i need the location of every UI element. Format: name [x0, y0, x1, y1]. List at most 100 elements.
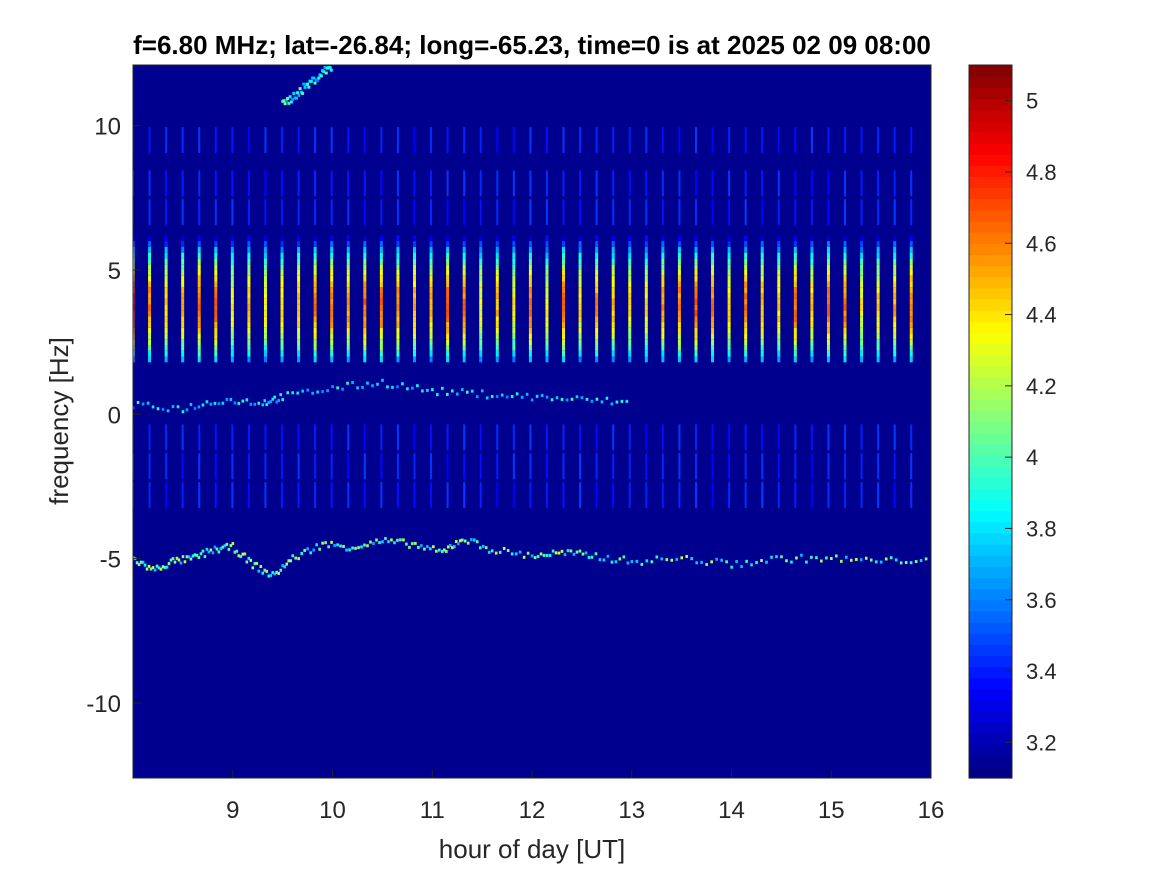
streak-point	[298, 87, 302, 91]
trace-point	[417, 545, 420, 549]
trace-point	[277, 398, 281, 402]
trace-point	[889, 556, 893, 560]
trace-point	[514, 552, 518, 556]
trace-point	[141, 560, 145, 564]
trace-point	[760, 559, 763, 563]
streak-point	[312, 76, 316, 80]
trace-point	[233, 401, 237, 405]
colorbar-step	[969, 566, 1012, 579]
colorbar-frame	[968, 64, 1013, 779]
trace-point	[147, 564, 151, 568]
trace-point	[209, 402, 213, 406]
colorbar-step	[969, 622, 1012, 634]
trace-point	[257, 401, 261, 405]
streak-point	[291, 98, 295, 102]
trace-point	[327, 545, 330, 549]
colorbar-step	[969, 577, 1012, 590]
colorbar-step	[969, 700, 1012, 712]
trace-point	[894, 558, 898, 562]
trace-point	[371, 384, 374, 388]
trace-point	[481, 544, 485, 548]
trace-point	[635, 559, 639, 563]
trace-point	[454, 539, 458, 543]
colorbar-step	[969, 65, 1012, 77]
trace-point	[869, 558, 873, 562]
x-tick-label: 11	[420, 797, 445, 824]
trace-point	[366, 544, 369, 548]
trace-point	[339, 544, 342, 548]
trace-point	[580, 396, 584, 400]
trace-point	[780, 555, 783, 559]
trace-point	[899, 561, 903, 565]
trace-point	[790, 560, 793, 564]
colorbar-step	[969, 298, 1012, 311]
colorbar-step	[969, 666, 1012, 679]
trace-point	[456, 542, 460, 546]
trace-point	[321, 541, 324, 545]
trace-point	[265, 569, 269, 573]
trace-point	[217, 402, 221, 406]
streak-point	[317, 76, 321, 80]
colorbar-step	[969, 544, 1012, 556]
trace-point	[825, 556, 828, 560]
colorbar-step	[969, 755, 1012, 768]
trace-point	[830, 556, 833, 560]
trace-point	[269, 400, 273, 404]
trace-point	[185, 555, 189, 559]
trace-point	[330, 540, 333, 544]
streak-point	[292, 91, 296, 95]
trace-point	[460, 388, 464, 392]
trace-point	[820, 559, 823, 563]
trace-point	[554, 551, 558, 555]
trace-point	[386, 385, 389, 389]
x-tick-label: 16	[918, 797, 945, 824]
colorbar-step	[969, 265, 1012, 278]
colorbar-tick-label: 4.2	[1026, 374, 1057, 399]
trace-point	[229, 398, 233, 402]
trace-point	[854, 558, 858, 562]
streak-point	[288, 95, 292, 99]
trace-point	[590, 399, 594, 403]
streak-point	[329, 68, 333, 72]
trace-point	[143, 563, 147, 567]
trace-point	[560, 397, 564, 401]
trace-point	[326, 389, 329, 393]
trace-point	[715, 557, 718, 561]
trace-point	[602, 558, 606, 562]
trace-point	[191, 554, 195, 558]
colorbar-step	[969, 76, 1012, 88]
colorbar-step	[969, 154, 1012, 166]
trace-point	[219, 547, 223, 551]
trace-point	[306, 547, 309, 551]
colorbar-step	[969, 399, 1012, 411]
trace-point	[570, 397, 574, 401]
trace-point	[690, 557, 693, 561]
trace-point	[563, 553, 567, 557]
trace-point	[735, 560, 738, 564]
colorbar-step	[969, 410, 1012, 423]
trace-point	[600, 400, 604, 404]
trace-point	[231, 542, 235, 546]
trace-point	[277, 571, 281, 575]
x-tick-label: 12	[519, 797, 546, 824]
colorbar-step	[969, 443, 1012, 456]
trace-point	[490, 394, 494, 398]
trace-point	[366, 381, 369, 385]
trace-point	[555, 396, 559, 400]
trace-point	[626, 561, 630, 565]
trace-point	[333, 543, 336, 547]
trace-point	[572, 552, 576, 556]
trace-point	[267, 400, 271, 404]
colorbar-step	[969, 176, 1012, 189]
trace-point	[342, 544, 345, 548]
colorbar-step	[969, 376, 1012, 389]
trace-point	[156, 407, 160, 411]
trace-point	[265, 403, 269, 407]
trace-point	[859, 558, 863, 562]
trace-point	[247, 556, 251, 560]
trace-point	[289, 559, 293, 563]
x-axis: 9 10 11 12 13 14 15 16	[226, 770, 944, 824]
x-tick-label: 14	[718, 797, 745, 824]
trace-point	[560, 549, 564, 553]
colorbar-step	[969, 198, 1012, 211]
